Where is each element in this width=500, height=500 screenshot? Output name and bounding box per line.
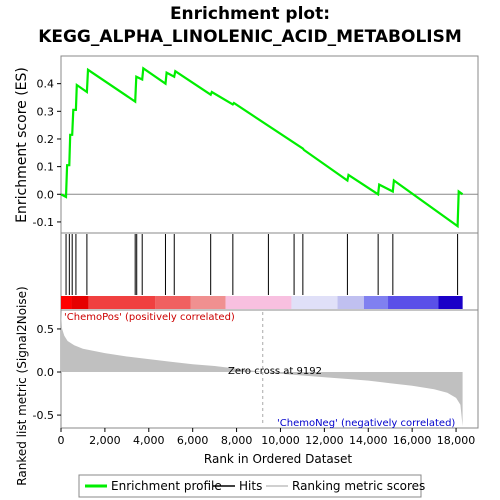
x-tick-label: 4,000	[133, 434, 165, 447]
pos-correlated-label: 'ChemoPos' (positively correlated)	[64, 312, 235, 323]
rank-colorbar	[61, 296, 463, 309]
colorbar-segment	[71, 296, 89, 309]
zero-cross-label: Zero cross at 9192	[228, 366, 322, 377]
enrichment-profile-line	[60, 66, 464, 229]
metric-y-tick-label: -0.5	[33, 409, 54, 422]
legend-label: Hits	[239, 479, 262, 493]
chart-title-line1: Enrichment plot:	[170, 4, 330, 24]
colorbar-segment	[88, 296, 156, 309]
colorbar-segment	[337, 296, 364, 309]
x-tick-label: 16,000	[393, 434, 432, 447]
es-y-axis-ticks: -0.1 0.0 0.1 0.2 0.3 0.4	[33, 78, 61, 229]
x-tick-label: 14,000	[349, 434, 388, 447]
colorbar-segment	[225, 296, 292, 309]
x-tick-label: 6,000	[177, 434, 209, 447]
chart-title-line2: KEGG_ALPHA_LINOLENIC_ACID_METABOLISM	[38, 27, 462, 47]
x-tick-label: 12,000	[305, 434, 344, 447]
x-axis-ticks: 0 2,000 4,000 6,000 8,000 10,000 12,000 14,000 1…	[58, 428, 476, 447]
hits-marks	[65, 234, 459, 295]
colorbar-segment	[155, 296, 191, 309]
metric-y-tick-label: 0.5	[37, 323, 55, 336]
es-y-tick-label: -0.1	[33, 216, 54, 229]
x-tick-label: 18,000	[437, 434, 476, 447]
x-tick-label: 8,000	[221, 434, 253, 447]
x-tick-label: 0	[58, 434, 65, 447]
es-y-tick-label: 0.0	[37, 188, 55, 201]
es-y-axis-label: Enrichment score (ES)	[14, 67, 30, 223]
x-tick-label: 2,000	[89, 434, 121, 447]
es-y-tick-label: 0.4	[37, 78, 55, 91]
es-y-tick-label: 0.1	[37, 161, 55, 174]
x-axis-label: Rank in Ordered Dataset	[204, 452, 352, 466]
metric-y-tick-label: 0.0	[37, 366, 55, 379]
legend: Enrichment profile Hits Ranking metric sco…	[85, 479, 425, 493]
colorbar-segment	[363, 296, 389, 309]
ranking-metric-area	[61, 311, 463, 427]
es-y-tick-label: 0.2	[37, 133, 55, 146]
colorbar-segment	[190, 296, 226, 309]
legend-label: Ranking metric scores	[292, 479, 425, 493]
legend-box	[78, 474, 422, 498]
neg-correlated-label: 'ChemoNeg' (negatively correlated)	[277, 418, 455, 429]
es-panel-frame	[60, 55, 479, 234]
colorbar-segment	[438, 296, 463, 309]
colorbar-segment	[291, 296, 338, 309]
legend-label: Enrichment profile	[111, 479, 222, 493]
metric-y-axis-label: Ranked list metric (Signal2Noise)	[15, 286, 29, 485]
colorbar-segment	[388, 296, 439, 309]
es-y-tick-label: 0.3	[37, 105, 55, 118]
x-tick-label: 10,000	[261, 434, 300, 447]
colorbar-segment	[61, 296, 72, 309]
metric-y-axis-ticks: -0.5 0.0 0.5	[33, 323, 61, 422]
